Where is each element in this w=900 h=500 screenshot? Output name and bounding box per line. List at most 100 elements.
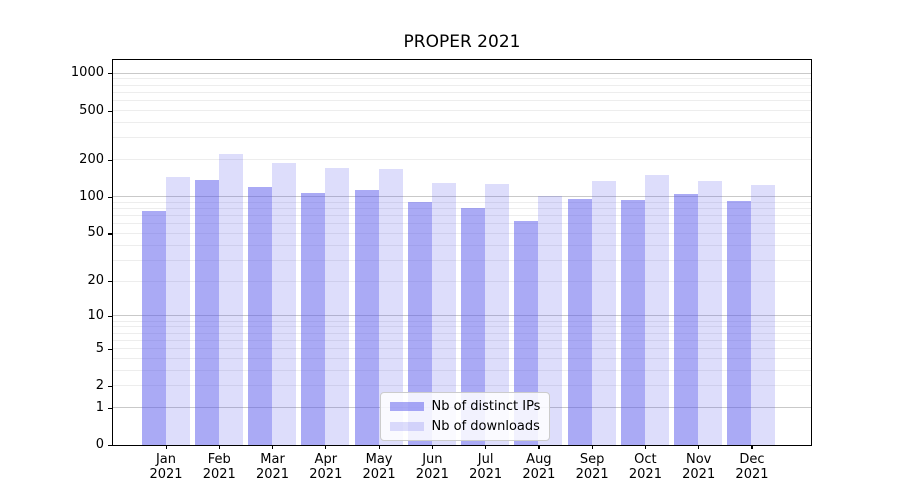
- x-tick-label-nov: Nov 2021: [671, 452, 727, 482]
- x-tick-mark-oct: [644, 445, 647, 449]
- x-tick-label-month: Nov: [686, 452, 712, 467]
- x-tick-label-year: 2021: [469, 467, 503, 482]
- x-tick-mark-jan: [165, 445, 167, 449]
- y-tick-label-20: 20: [87, 273, 104, 289]
- x-tick-label-month: Mar: [260, 452, 285, 467]
- x-tick-label-year: 2021: [735, 467, 769, 482]
- gridline-major-1000: [112, 72, 811, 74]
- x-tick-label-month: Jul: [477, 452, 494, 467]
- y-tick-label-0: 0: [95, 437, 104, 452]
- y-tick-label-1: 1: [95, 399, 104, 415]
- bar-distinct-ips-feb: [194, 179, 219, 445]
- x-tick-mark-may: [378, 445, 380, 449]
- chart-title: PROPER 2021: [403, 32, 521, 52]
- bar-distinct-ips-apr: [301, 193, 326, 445]
- x-tick-label-feb: Feb 2021: [191, 452, 247, 482]
- x-tick-label-month: Apr: [314, 452, 338, 467]
- x-tick-label-jan: Jan 2021: [138, 452, 194, 482]
- x-tick-label-month: Aug: [526, 452, 552, 467]
- x-tick-label-year: 2021: [309, 467, 343, 482]
- y-tick-mark-1: [108, 407, 112, 409]
- bar-distinct-ips-oct: [620, 200, 645, 445]
- x-tick-label-month: May: [365, 452, 393, 467]
- y-tick-mark-0: [108, 445, 112, 447]
- x-tick-label-sep: Sep 2021: [564, 452, 620, 482]
- y-tick-mark-2: [108, 385, 112, 388]
- y-tick-label-500: 500: [79, 102, 104, 118]
- x-tick-label-month: Dec: [739, 452, 765, 467]
- bar-downloads-jan: [165, 176, 190, 445]
- x-tick-label-year: 2021: [255, 467, 290, 482]
- x-tick-mark-sep: [591, 445, 593, 449]
- x-tick-label-oct: Oct 2021: [617, 452, 673, 482]
- y-tick-mark-100: [108, 196, 112, 198]
- gridline-minor-200: [112, 159, 811, 161]
- y-tick-mark-200: [108, 159, 112, 161]
- y-tick-mark-1000: [108, 73, 112, 75]
- bar-distinct-ips-nov: [674, 193, 699, 445]
- y-axis: 0 1 2 5 10 20 50 100 200 500 1000: [0, 60, 104, 452]
- bar-downloads-feb: [218, 153, 243, 445]
- gridline-minor-800: [112, 84, 811, 86]
- y-tick-mark-500: [108, 110, 112, 112]
- x-tick-label-year: 2021: [202, 467, 236, 482]
- bar-downloads-sep: [591, 180, 616, 445]
- gridline-minor-500: [112, 110, 811, 111]
- x-tick-label-month: Feb: [207, 452, 231, 467]
- x-tick-label-year: 2021: [149, 467, 183, 482]
- x-tick-label-aug: Aug 2021: [511, 452, 567, 482]
- gridline-minor-600: [112, 100, 811, 102]
- x-tick-label-month: Sep: [579, 452, 605, 467]
- bar-distinct-ips-may: [354, 190, 379, 445]
- x-tick-label-year: 2021: [415, 467, 449, 482]
- x-tick-label-year: 2021: [575, 467, 609, 482]
- bar-downloads-oct: [644, 174, 669, 445]
- y-tick-label-200: 200: [79, 151, 104, 167]
- x-tick-mark-jun: [431, 445, 434, 449]
- x-tick-mark-dec: [751, 445, 753, 449]
- y-tick-label-50: 50: [87, 225, 104, 241]
- bar-downloads-nov: [698, 180, 723, 445]
- legend-swatch-distinct-ips: [389, 401, 424, 411]
- x-tick-label-year: 2021: [362, 467, 396, 482]
- y-tick-mark-5: [108, 348, 112, 350]
- x-tick-label-month: Jan: [155, 452, 177, 467]
- legend-item-distinct-ips: Nb of distinct IPs: [389, 398, 541, 415]
- y-tick-mark-50: [108, 233, 112, 235]
- bar-distinct-ips-mar: [248, 187, 273, 445]
- x-tick-label-year: 2021: [628, 467, 662, 482]
- y-tick-label-2: 2: [95, 377, 104, 393]
- x-tick-label-jun: Jun 2021: [404, 452, 460, 482]
- x-tick-label-dec: Dec 2021: [724, 452, 780, 482]
- bar-downloads-dec: [751, 184, 776, 445]
- legend-item-downloads: Nb of downloads: [389, 418, 541, 435]
- x-tick-mark-aug: [538, 445, 540, 449]
- legend-swatch-downloads: [389, 421, 424, 431]
- x-tick-mark-jul: [485, 445, 487, 449]
- y-tick-label-100: 100: [79, 188, 104, 204]
- x-tick-label-may: May 2021: [351, 452, 407, 482]
- bar-distinct-ips-sep: [567, 198, 592, 445]
- legend-label-distinct-ips: Nb of distinct IPs: [431, 398, 541, 414]
- gridline-minor-300: [112, 137, 811, 139]
- legend-label-downloads: Nb of downloads: [431, 418, 540, 434]
- y-tick-mark-20: [108, 281, 112, 283]
- x-tick-mark-feb: [218, 445, 220, 449]
- legend: Nb of distinct IPs Nb of downloads: [379, 391, 551, 441]
- y-tick-label-10: 10: [87, 307, 104, 323]
- x-axis: Jan 2021 Feb 2021 Mar 2021 Apr 2021 May 2021 Jun 20…: [113, 452, 811, 492]
- gridline-minor-90: [112, 201, 811, 203]
- y-tick-label-5: 5: [95, 340, 104, 356]
- x-tick-label-apr: Apr 2021: [298, 452, 354, 482]
- x-tick-label-year: 2021: [522, 467, 556, 482]
- gridline-minor-900: [112, 78, 811, 80]
- bar-distinct-ips-jan: [141, 211, 166, 445]
- y-tick-mark-10: [108, 315, 112, 318]
- plot-area: Nb of distinct IPs Nb of downloads: [111, 58, 812, 446]
- gridline-major-100: [112, 196, 811, 198]
- bar-downloads-apr: [325, 168, 350, 445]
- gridline-minor-400: [112, 121, 811, 123]
- bar-distinct-ips-dec: [727, 201, 752, 445]
- x-tick-label-month: Jun: [422, 452, 443, 467]
- x-tick-mark-mar: [272, 445, 274, 449]
